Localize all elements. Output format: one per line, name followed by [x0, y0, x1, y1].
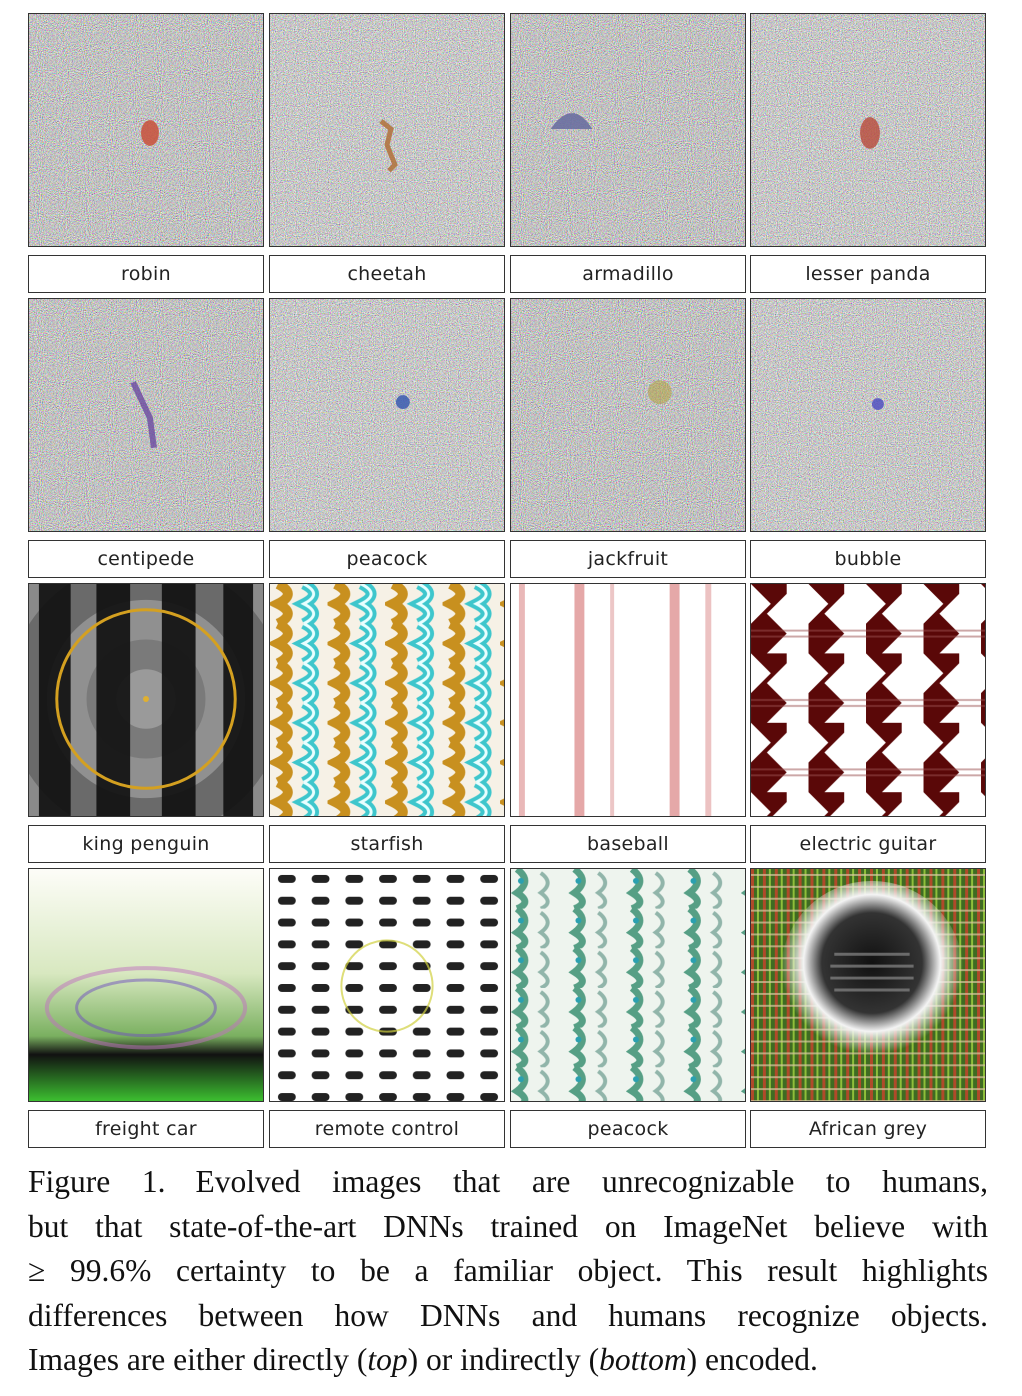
noise-image: [28, 298, 264, 532]
pattern-image: [28, 868, 264, 1102]
image-label: bubble: [750, 540, 986, 578]
image-label: armadillo: [510, 255, 746, 293]
pattern-image: [750, 868, 986, 1102]
image-label: cheetah: [269, 255, 505, 293]
caption-line: differences between how DNNs and humans …: [28, 1297, 988, 1333]
noise-image: [510, 298, 746, 532]
image-label: electric guitar: [750, 825, 986, 863]
noise-image: [750, 298, 986, 532]
pattern-image: [28, 583, 264, 817]
caption-line: but that state-of-the-art DNNs trained o…: [28, 1208, 988, 1244]
noise-image: [28, 13, 264, 247]
image-label: peacock: [269, 540, 505, 578]
image-label: jackfruit: [510, 540, 746, 578]
noise-image: [750, 13, 986, 247]
caption-line: ≥ 99.6% certainty to be a familiar objec…: [28, 1253, 988, 1288]
image-label: lesser panda: [750, 255, 986, 293]
noise-image: [510, 13, 746, 247]
caption-line: Images are either directly (top) or indi…: [28, 1342, 818, 1377]
figure-caption: Figure 1. Evolved images that are unrecog…: [28, 1160, 988, 1383]
image-label: freight car: [28, 1110, 264, 1148]
caption-lead: Figure 1.: [28, 1164, 166, 1199]
pattern-image: [269, 583, 505, 817]
image-label: baseball: [510, 825, 746, 863]
caption-line: Figure 1. Evolved images that are unrecog…: [28, 1164, 988, 1199]
image-label: starfish: [269, 825, 505, 863]
pattern-image: [269, 868, 505, 1102]
image-label: remote control: [269, 1110, 505, 1148]
noise-image: [269, 13, 505, 247]
pattern-image: [510, 868, 746, 1102]
pattern-image: [510, 583, 746, 817]
image-label: king penguin: [28, 825, 264, 863]
pattern-image: [750, 583, 986, 817]
noise-image: [269, 298, 505, 532]
image-label: African grey: [750, 1110, 986, 1148]
image-label: peacock: [510, 1110, 746, 1148]
image-label: robin: [28, 255, 264, 293]
image-label: centipede: [28, 540, 264, 578]
